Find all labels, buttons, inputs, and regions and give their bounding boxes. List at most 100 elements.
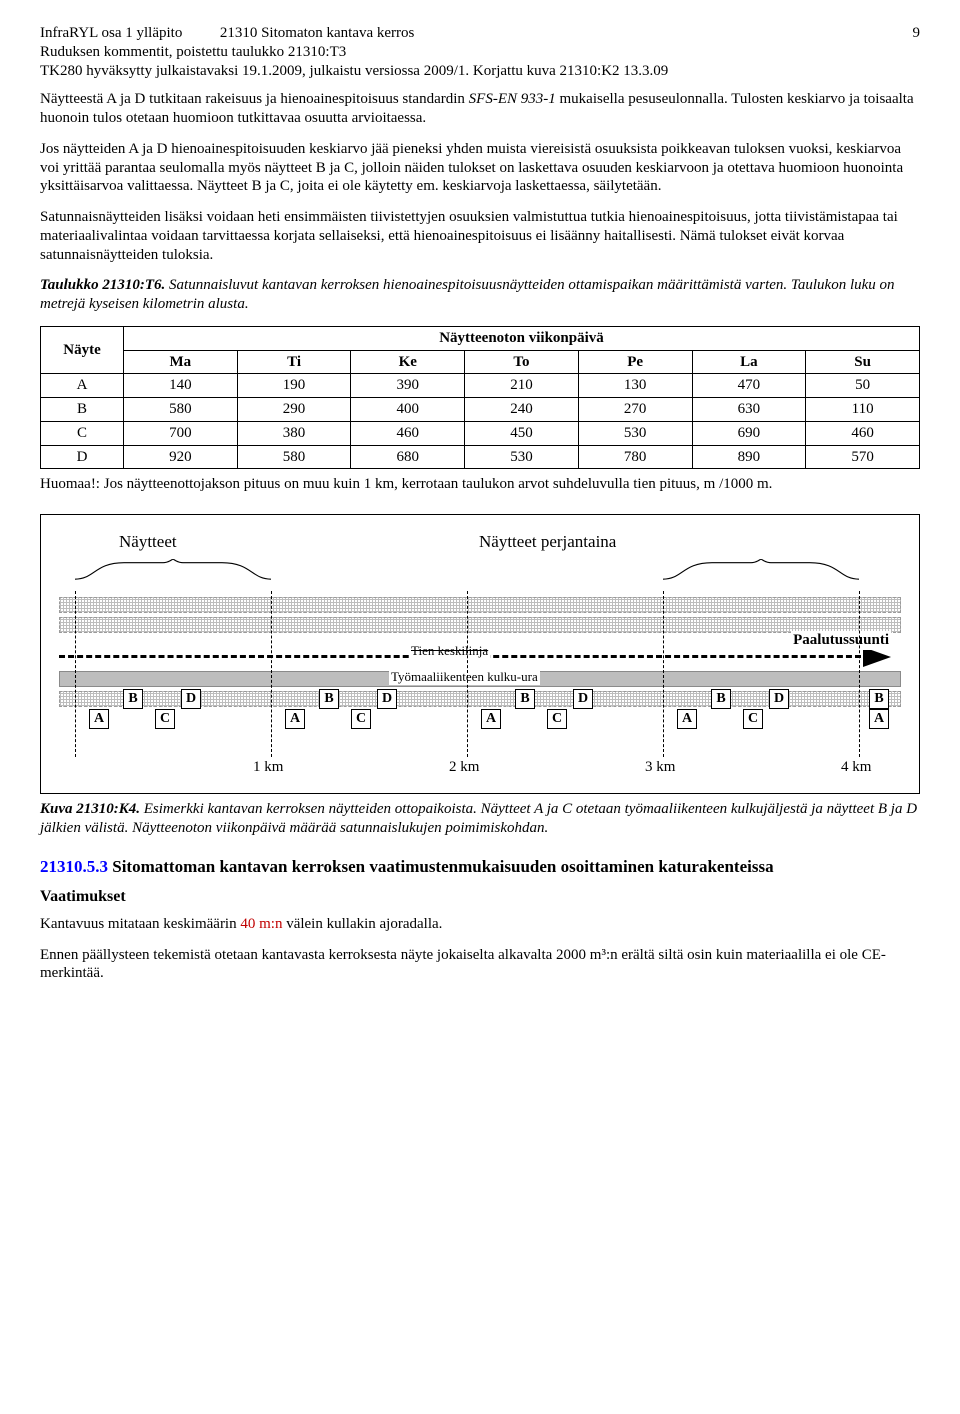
sampling-table: Näyte Näytteenoton viikonpäivä MaTiKeToP…: [40, 326, 920, 470]
table-body: A14019039021013047050B580290400240270630…: [41, 374, 920, 469]
sample-marker: B: [711, 689, 731, 709]
diagram-canvas: Näytteet Näytteet perjantaina Tien keski…: [59, 531, 901, 777]
table-header-row-2: MaTiKeToPeLaSu: [41, 350, 920, 374]
td-sample-label: B: [41, 398, 124, 422]
page-number: 9: [913, 24, 921, 43]
standard-ref: SFS-EN 933-1: [469, 91, 556, 107]
paalu-label: Paalutussuunti: [791, 631, 891, 650]
paragraph-2: Jos näytteiden A ja D hienoainespitoisuu…: [40, 140, 920, 196]
th-day: La: [692, 350, 806, 374]
sample-marker: B: [515, 689, 535, 709]
sample-marker: D: [769, 689, 789, 709]
header-line3: TK280 hyväksytty julkaistavaksi 19.1.200…: [40, 62, 920, 81]
th-weekday-span: Näytteenoton viikonpäivä: [124, 326, 920, 350]
section-title: Sitomattoman kantavan kerroksen vaatimus…: [108, 857, 774, 876]
td-value: 570: [806, 445, 920, 469]
table: Näyte Näytteenoton viikonpäivä MaTiKeToP…: [40, 326, 920, 470]
sample-marker: A: [89, 709, 109, 729]
para1-a: Näytteestä A ja D tutkitaan rakeisuus ja…: [40, 91, 469, 107]
td-value: 460: [806, 421, 920, 445]
table-row: D920580680530780890570: [41, 445, 920, 469]
td-value: 390: [351, 374, 465, 398]
lane-top-2: [59, 617, 901, 633]
header-line2: Ruduksen kommentit, poistettu taulukko 2…: [40, 43, 920, 62]
td-value: 890: [692, 445, 806, 469]
th-sample: Näyte: [41, 326, 124, 374]
sample-marker: A: [481, 709, 501, 729]
td-value: 450: [465, 421, 579, 445]
km-label: 1 km: [253, 758, 283, 777]
th-day: Ma: [124, 350, 238, 374]
subsection-heading: Vaatimukset: [40, 887, 920, 907]
table-caption-rest: Satunnaisluvut kantavan kerroksen hienoa…: [40, 277, 895, 312]
centerline-label: Tien keskilinja: [409, 643, 490, 659]
th-day: To: [465, 350, 579, 374]
figure-caption: Kuva 21310:K4. Esimerkki kantavan kerrok…: [40, 800, 920, 838]
direction-arrow-icon: [863, 647, 891, 667]
table-caption-lead: Taulukko 21310:T6.: [40, 277, 165, 293]
td-value: 140: [124, 374, 238, 398]
td-value: 110: [806, 398, 920, 422]
kantavuus-a: Kantavuus mitataan keskimäärin: [40, 916, 240, 932]
brace-left: [75, 559, 271, 581]
td-value: 700: [124, 421, 238, 445]
paragraph-last: Ennen päällysteen tekemistä otetaan kant…: [40, 946, 920, 984]
sampling-diagram: Näytteet Näytteet perjantaina Tien keski…: [40, 514, 920, 794]
header-section-title: 21310 Sitomaton kantava kerros: [220, 25, 415, 41]
traffic-lane-label: Työmaaliikenteen kulku-ura: [389, 669, 540, 685]
td-value: 470: [692, 374, 806, 398]
td-value: 50: [806, 374, 920, 398]
kantavuus-red: 40 m:n: [240, 916, 282, 932]
td-value: 210: [465, 374, 579, 398]
td-value: 690: [692, 421, 806, 445]
figure-caption-rest: Esimerkki kantavan kerroksen näytteiden …: [40, 801, 917, 836]
lane-top-1: [59, 597, 901, 613]
td-value: 460: [351, 421, 465, 445]
td-value: 530: [465, 445, 579, 469]
table-note: Huomaa!: Jos näytteenottojakson pituus o…: [40, 475, 920, 494]
km-label: 4 km: [841, 758, 871, 777]
page-header: InfraRYL osa 1 ylläpito 21310 Sitomaton …: [40, 24, 920, 80]
km-divider: [859, 591, 860, 757]
kantavuus-b: välein kullakin ajoradalla.: [282, 916, 442, 932]
diagram-label-right: Näytteet perjantaina: [479, 531, 616, 552]
table-row: B580290400240270630110: [41, 398, 920, 422]
sample-marker: A: [285, 709, 305, 729]
km-label: 2 km: [449, 758, 479, 777]
table-row: C700380460450530690460: [41, 421, 920, 445]
sample-marker: D: [377, 689, 397, 709]
header-doc-title: InfraRYL osa 1 ylläpito: [40, 25, 182, 41]
sample-marker: B: [319, 689, 339, 709]
td-value: 580: [124, 398, 238, 422]
td-value: 920: [124, 445, 238, 469]
td-value: 290: [237, 398, 351, 422]
sample-marker: B: [123, 689, 143, 709]
td-value: 580: [237, 445, 351, 469]
km-divider: [271, 591, 272, 757]
td-value: 780: [578, 445, 692, 469]
sample-marker: B: [869, 689, 889, 709]
td-value: 680: [351, 445, 465, 469]
td-value: 530: [578, 421, 692, 445]
paragraph-kantavuus: Kantavuus mitataan keskimäärin 40 m:n vä…: [40, 915, 920, 934]
td-sample-label: D: [41, 445, 124, 469]
sample-marker: D: [181, 689, 201, 709]
th-day: Ti: [237, 350, 351, 374]
brace-right: [663, 559, 859, 581]
sample-marker: A: [677, 709, 697, 729]
table-caption: Taulukko 21310:T6. Satunnaisluvut kantav…: [40, 276, 920, 314]
km-divider: [663, 591, 664, 757]
td-value: 190: [237, 374, 351, 398]
figure-caption-lead: Kuva 21310:K4.: [40, 801, 140, 817]
table-row: A14019039021013047050: [41, 374, 920, 398]
td-value: 400: [351, 398, 465, 422]
sample-marker: C: [351, 709, 371, 729]
section-heading: 21310.5.3 Sitomattoman kantavan kerrokse…: [40, 856, 920, 877]
th-day: Pe: [578, 350, 692, 374]
sample-marker: C: [155, 709, 175, 729]
km-divider: [75, 591, 76, 757]
sample-marker: C: [743, 709, 763, 729]
header-line1-left: InfraRYL osa 1 ylläpito 21310 Sitomaton …: [40, 24, 414, 43]
th-day: Su: [806, 350, 920, 374]
td-value: 240: [465, 398, 579, 422]
